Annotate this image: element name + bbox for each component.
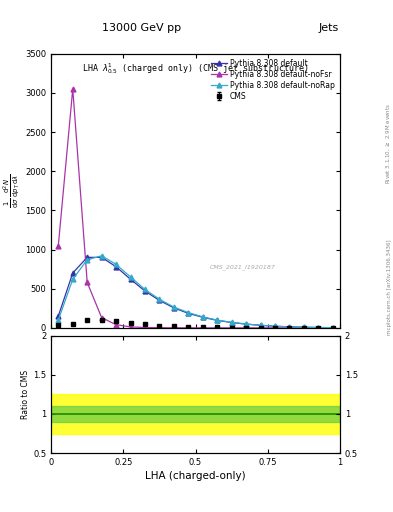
- Pythia 8.308 default-noRap: [316, 325, 321, 331]
- Pythia 8.308 default-noFsr: [114, 322, 118, 328]
- Pythia 8.308 default-noFsr: [70, 86, 75, 92]
- Pythia 8.308 default: [143, 288, 147, 294]
- Y-axis label: Ratio to CMS: Ratio to CMS: [21, 370, 30, 419]
- Pythia 8.308 default: [157, 297, 162, 304]
- Pythia 8.308 default-noRap: [301, 324, 306, 330]
- Pythia 8.308 default-noRap: [99, 253, 104, 259]
- Pythia 8.308 default-noFsr: [157, 325, 162, 331]
- Text: LHA $\lambda^{1}_{0.5}$ (charged only) (CMS jet substructure): LHA $\lambda^{1}_{0.5}$ (charged only) (…: [82, 60, 309, 75]
- Pythia 8.308 default-noRap: [273, 323, 277, 329]
- Pythia 8.308 default: [114, 264, 118, 270]
- Pythia 8.308 default-noRap: [56, 317, 61, 323]
- Pythia 8.308 default-noRap: [287, 324, 292, 330]
- Pythia 8.308 default: [99, 254, 104, 261]
- Pythia 8.308 default: [287, 324, 292, 330]
- X-axis label: LHA (charged-only): LHA (charged-only): [145, 471, 246, 481]
- Pythia 8.308 default-noRap: [186, 309, 191, 315]
- Pythia 8.308 default-noRap: [114, 261, 118, 267]
- Pythia 8.308 default-noFsr: [186, 325, 191, 331]
- Pythia 8.308 default-noFsr: [229, 325, 234, 331]
- Line: Pythia 8.308 default: Pythia 8.308 default: [56, 255, 335, 330]
- Pythia 8.308 default-noRap: [215, 317, 220, 323]
- Pythia 8.308 default-noFsr: [85, 280, 90, 286]
- Pythia 8.308 default-noRap: [244, 321, 248, 327]
- Legend: Pythia 8.308 default, Pythia 8.308 default-noFsr, Pythia 8.308 default-noRap, CM: Pythia 8.308 default, Pythia 8.308 defau…: [210, 57, 336, 102]
- Pythia 8.308 default: [244, 321, 248, 327]
- Pythia 8.308 default: [56, 313, 61, 319]
- Text: mcplots.cern.ch [arXiv:1306.3436]: mcplots.cern.ch [arXiv:1306.3436]: [387, 239, 392, 334]
- Pythia 8.308 default: [128, 276, 133, 282]
- Pythia 8.308 default: [215, 317, 220, 324]
- Pythia 8.308 default-noRap: [143, 286, 147, 292]
- Line: Pythia 8.308 default-noFsr: Pythia 8.308 default-noFsr: [56, 87, 335, 330]
- Pythia 8.308 default-noRap: [171, 304, 176, 310]
- Pythia 8.308 default-noRap: [258, 322, 263, 328]
- Pythia 8.308 default: [301, 324, 306, 330]
- Pythia 8.308 default-noRap: [70, 276, 75, 282]
- Pythia 8.308 default: [85, 254, 90, 261]
- Pythia 8.308 default-noFsr: [128, 324, 133, 330]
- Pythia 8.308 default-noFsr: [244, 325, 248, 331]
- Pythia 8.308 default-noFsr: [273, 325, 277, 331]
- Pythia 8.308 default: [273, 323, 277, 329]
- Pythia 8.308 default: [186, 310, 191, 316]
- Pythia 8.308 default-noRap: [157, 296, 162, 302]
- Pythia 8.308 default: [316, 325, 321, 331]
- Text: Jets: Jets: [318, 23, 339, 33]
- Y-axis label: $\frac{1}{\mathrm{d}\sigma}\,\frac{\mathrm{d}^2 N}{\mathrm{d}p_\mathrm{T}\,\math: $\frac{1}{\mathrm{d}\sigma}\,\frac{\math…: [2, 174, 22, 208]
- Pythia 8.308 default-noFsr: [287, 325, 292, 331]
- Line: Pythia 8.308 default-noRap: Pythia 8.308 default-noRap: [56, 253, 335, 330]
- Pythia 8.308 default: [229, 319, 234, 326]
- Pythia 8.308 default: [258, 322, 263, 328]
- Pythia 8.308 default-noFsr: [331, 325, 335, 331]
- Pythia 8.308 default-noFsr: [143, 325, 147, 331]
- Pythia 8.308 default-noFsr: [301, 325, 306, 331]
- Pythia 8.308 default-noRap: [85, 257, 90, 263]
- Pythia 8.308 default: [331, 325, 335, 331]
- Bar: [51, 406, 340, 422]
- Pythia 8.308 default-noRap: [229, 319, 234, 326]
- Pythia 8.308 default-noFsr: [258, 325, 263, 331]
- Pythia 8.308 default-noFsr: [316, 325, 321, 331]
- Bar: [51, 394, 340, 434]
- Pythia 8.308 default-noFsr: [215, 325, 220, 331]
- Pythia 8.308 default: [200, 314, 205, 321]
- Pythia 8.308 default-noRap: [200, 314, 205, 320]
- Pythia 8.308 default-noRap: [128, 274, 133, 280]
- Text: Rivet 3.1.10, $\geq$ 2.9M events: Rivet 3.1.10, $\geq$ 2.9M events: [384, 103, 392, 184]
- Pythia 8.308 default: [70, 270, 75, 276]
- Text: CMS_2021_I1920187: CMS_2021_I1920187: [210, 265, 276, 270]
- Pythia 8.308 default-noFsr: [171, 325, 176, 331]
- Pythia 8.308 default-noFsr: [56, 243, 61, 249]
- Pythia 8.308 default-noFsr: [200, 325, 205, 331]
- Pythia 8.308 default-noFsr: [99, 314, 104, 321]
- Pythia 8.308 default-noRap: [331, 325, 335, 331]
- Text: 13000 GeV pp: 13000 GeV pp: [102, 23, 181, 33]
- Pythia 8.308 default: [171, 305, 176, 311]
